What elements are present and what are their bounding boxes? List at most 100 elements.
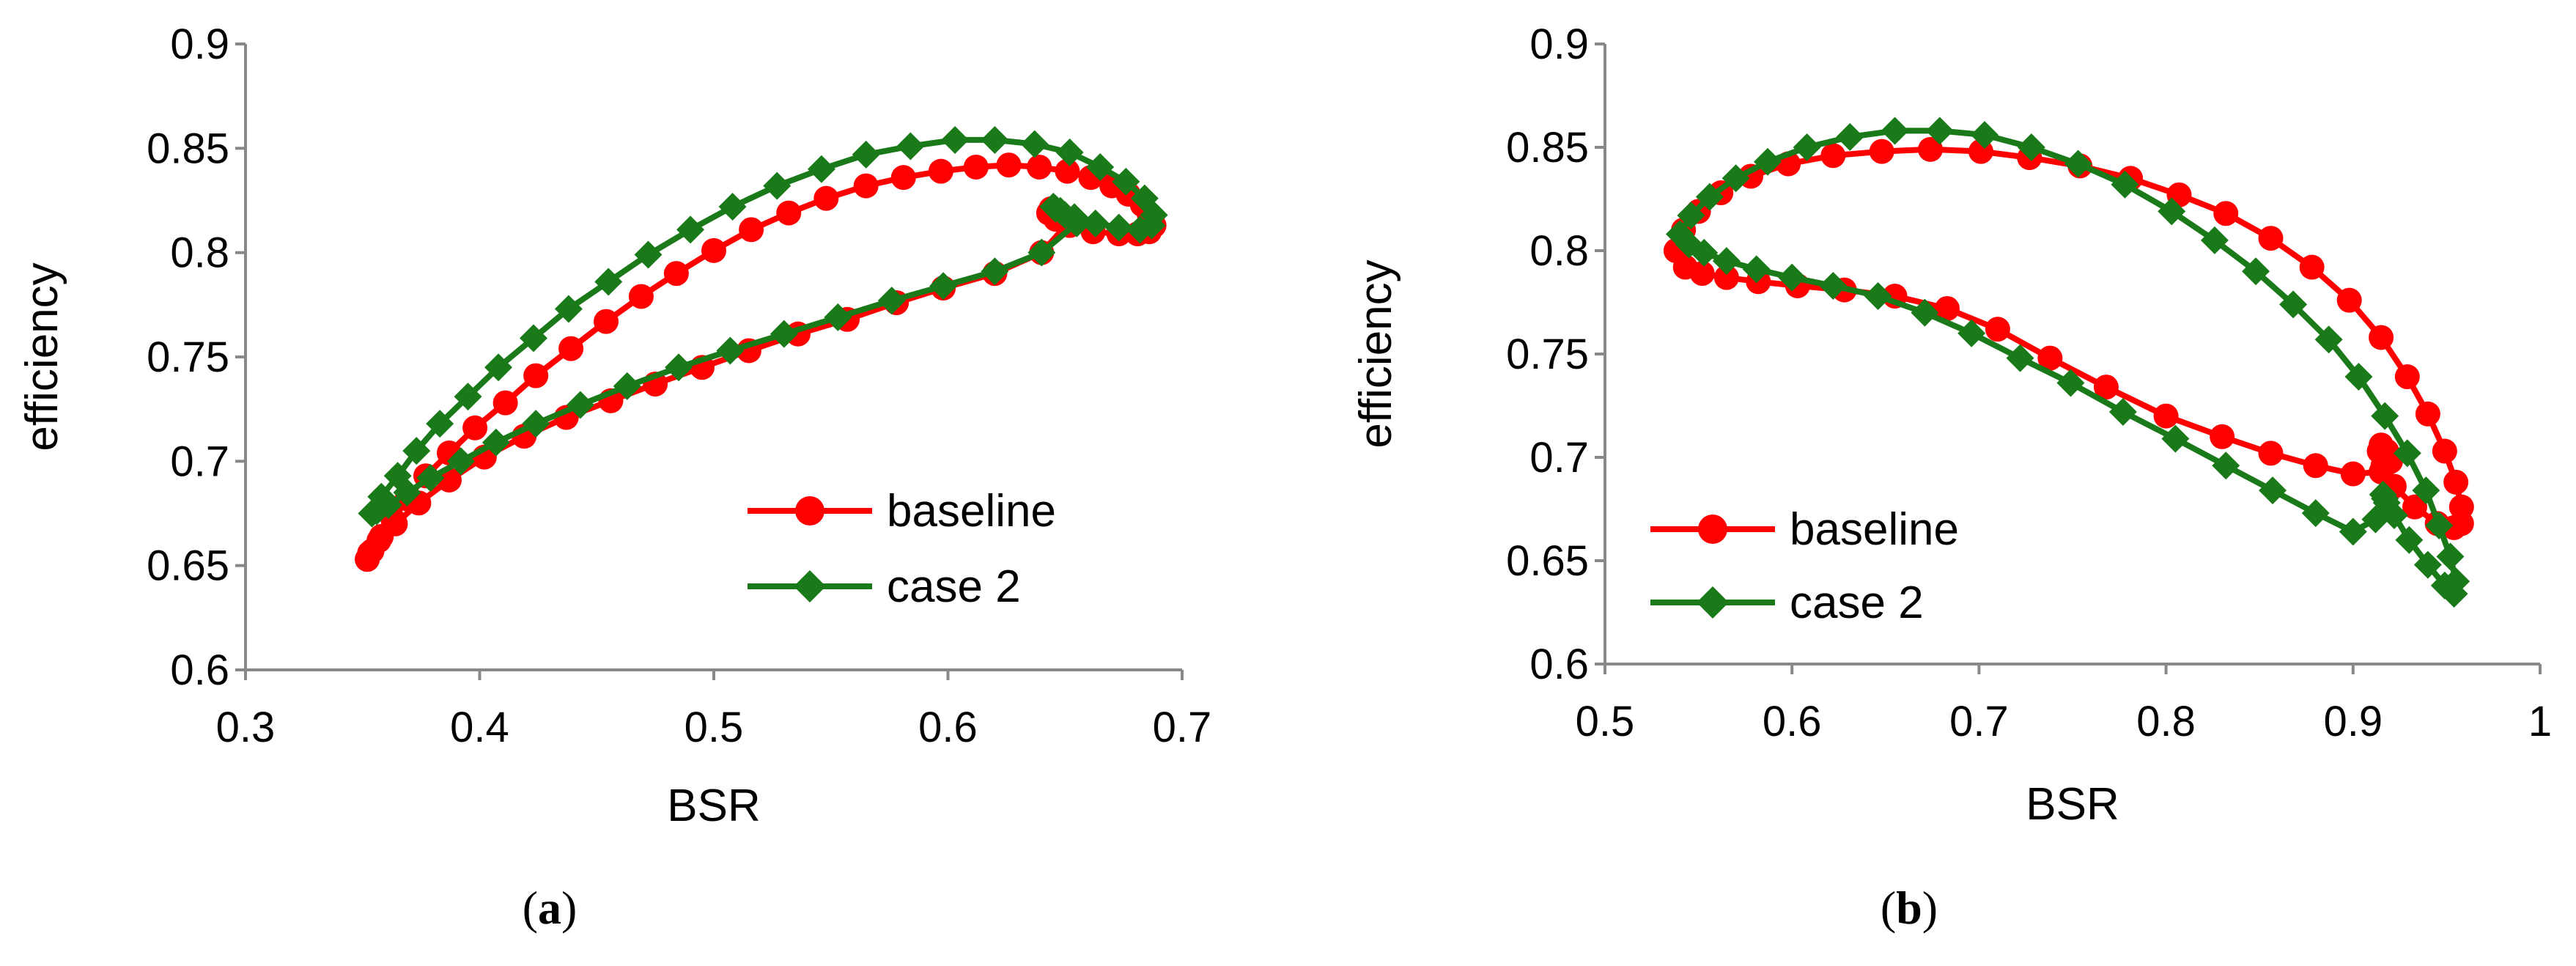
chart-b-ytick-label: 0.8 <box>1529 227 1589 275</box>
chart-a-point-case-2 <box>981 257 1009 286</box>
chart-a-point-baseline <box>890 165 916 191</box>
chart-a-ytick-label: 0.8 <box>170 229 229 277</box>
chart-a-xtick-label: 0.4 <box>450 704 509 751</box>
chart-b-point-case-2 <box>2301 499 2330 528</box>
chart-b-point-baseline <box>2432 438 2457 464</box>
chart-a: 0.6 0.65 0.7 0.75 0.8 0.85 0.9 0.3 0.4 0.5 0.6 0.7… <box>17 21 1211 934</box>
chart-b-point-case-2 <box>2006 344 2034 372</box>
chart-b-series-case-2 <box>1666 117 2470 608</box>
chart-b-point-baseline <box>1820 143 1846 169</box>
chart-b-point-baseline <box>1935 295 1960 321</box>
chart-b-point-baseline <box>2299 254 2325 280</box>
chart-a-point-case-2 <box>716 336 745 365</box>
chart-b-point-case-2 <box>1911 298 1939 327</box>
chart-a-point-baseline <box>813 185 839 211</box>
chart-a-point-baseline <box>628 284 654 309</box>
chart-a-point-case-2 <box>594 268 623 296</box>
chart-b-point-case-2 <box>1695 182 1724 211</box>
chart-b-point-case-2 <box>1836 122 1864 151</box>
chart-a-point-case-2 <box>634 240 663 269</box>
chart-b-point-case-2 <box>2200 226 2229 254</box>
chart-a-point-case-2 <box>676 215 705 244</box>
chart-a-ytick-label: 0.85 <box>147 125 229 172</box>
chart-b-point-baseline <box>2443 469 2469 495</box>
chart-b-xtick-label: 0.9 <box>2323 698 2383 745</box>
chart-b-point-baseline <box>2369 325 2394 350</box>
chart-b-legend: baseline case 2 <box>1650 504 1959 628</box>
chart-b-point-case-2 <box>2344 363 2373 391</box>
chart-b-point-case-2 <box>2430 571 2459 600</box>
chart-b-point-case-2 <box>1793 133 1821 161</box>
chart-b-point-case-2 <box>2108 397 2137 426</box>
chart-a-series-case-2 <box>358 125 1168 528</box>
chart-b-legend-marker-baseline <box>1698 515 1727 544</box>
chart-a-legend-marker-case2 <box>794 570 826 602</box>
chart-a-xtick-label: 0.5 <box>684 704 744 751</box>
chart-a-xtick-label: 0.3 <box>216 704 276 751</box>
chart-a-y-axis-title: efficiency <box>17 262 67 451</box>
chart-b-point-case-2 <box>1925 117 1954 145</box>
chart-b-xtick-label: 1 <box>2528 698 2552 745</box>
chart-b-point-case-2 <box>2371 402 2399 430</box>
chart-a-xtick-label: 0.6 <box>918 704 978 751</box>
chart-b-point-case-2 <box>2436 542 2465 571</box>
chart-a-point-baseline <box>462 415 488 440</box>
chart-a-point-case-2 <box>613 372 641 400</box>
chart-a-point-case-2 <box>446 447 475 476</box>
chart-a-ytick-label: 0.6 <box>170 646 229 694</box>
chart-b-point-baseline <box>2153 403 2179 429</box>
chart-b-point-baseline <box>2394 364 2420 390</box>
chart-a-panel-label: (a) <box>523 882 577 934</box>
chart-b-series-baseline <box>1663 136 2474 540</box>
chart-a-point-case-2 <box>481 428 510 457</box>
chart-b-legend-label-baseline: baseline <box>1790 504 1959 555</box>
chart-b-point-case-2 <box>2259 476 2287 505</box>
chart-b-x-ticks: 0.5 0.6 0.7 0.8 0.9 1 <box>1576 664 2552 745</box>
chart-a-point-case-2 <box>929 272 958 301</box>
chart-b-point-case-2 <box>2393 439 2421 468</box>
chart-a-point-case-2 <box>566 391 594 419</box>
chart-a-point-case-2 <box>1126 215 1154 244</box>
chart-b-point-case-2 <box>1666 220 1694 248</box>
chart-a-point-case-2 <box>358 499 386 528</box>
chart-b-axes <box>1603 44 2540 665</box>
chart-b-point-case-2 <box>1971 121 1999 150</box>
chart-a-panel-letter: a <box>538 882 561 934</box>
chart-b-point-case-2 <box>2279 290 2308 319</box>
chart-a-point-case-2 <box>896 132 925 161</box>
chart-a-point-baseline <box>355 547 380 572</box>
chart-b-point-baseline <box>2340 461 2366 487</box>
chart-b-point-baseline <box>2210 424 2235 449</box>
chart-b-point-case-2 <box>1957 319 1986 347</box>
chart-a-y-ticks: 0.6 0.65 0.7 0.75 0.8 0.85 0.9 <box>147 21 246 694</box>
chart-b-ytick-label: 0.65 <box>1506 537 1589 585</box>
chart-b-point-baseline <box>2213 201 2239 226</box>
chart-b-xtick-label: 0.5 <box>1576 698 1635 745</box>
chart-b-ytick-label: 0.75 <box>1506 331 1589 378</box>
chart-a-point-baseline <box>1027 154 1052 180</box>
chart-b-point-baseline <box>2336 287 2362 313</box>
chart-a-point-case-2 <box>519 324 547 353</box>
chart-b-point-baseline <box>2402 494 2428 520</box>
chart-b-point-case-2 <box>1754 147 1782 176</box>
chart-b-ytick-label: 0.9 <box>1529 21 1589 68</box>
chart-b-point-case-2 <box>2413 550 2442 579</box>
chart-a-point-baseline <box>853 173 879 199</box>
chart-a-point-baseline <box>996 152 1022 178</box>
chart-b-point-case-2 <box>2056 369 2085 397</box>
chart-b-point-case-2 <box>2372 489 2401 517</box>
chart-b-y-ticks: 0.6 0.65 0.7 0.75 0.8 0.85 0.9 <box>1506 21 1605 688</box>
chart-a-legend-label-case2: case 2 <box>887 561 1021 612</box>
chart-b-point-case-2 <box>2314 325 2343 354</box>
chart-a-legend-marker-baseline <box>795 496 824 526</box>
chart-b-point-case-2 <box>1881 117 1909 145</box>
chart-a-point-case-2 <box>1081 209 1110 237</box>
chart-b-legend-marker-case2 <box>1697 586 1729 619</box>
chart-b-y-axis-title: efficiency <box>1351 259 1401 448</box>
chart-a-ytick-label: 0.75 <box>147 333 229 381</box>
chart-a-point-baseline <box>776 200 802 226</box>
chart-a-point-baseline <box>492 390 518 416</box>
chart-a-point-case-2 <box>824 303 852 331</box>
chart-b-point-case-2 <box>2212 451 2240 480</box>
chart-a-point-baseline <box>1055 158 1080 184</box>
